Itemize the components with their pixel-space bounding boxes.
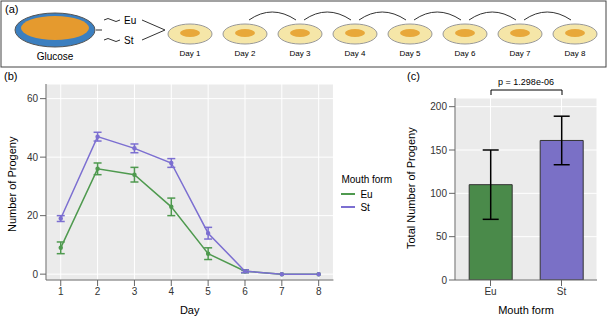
svg-text:2: 2 [95, 286, 101, 297]
svg-text:100: 100 [430, 188, 447, 199]
svg-text:Day 7: Day 7 [510, 49, 531, 58]
svg-text:Day 5: Day 5 [400, 49, 421, 58]
svg-text:20: 20 [27, 210, 39, 221]
svg-text:(a): (a) [5, 3, 18, 15]
svg-text:8: 8 [316, 286, 322, 297]
svg-text:p = 1.298e-06: p = 1.298e-06 [498, 77, 554, 87]
html-text:St: St [360, 201, 370, 213]
svg-text:5: 5 [205, 286, 211, 297]
svg-text:150: 150 [430, 145, 447, 156]
svg-text:6: 6 [242, 286, 248, 297]
svg-text:Day 6: Day 6 [455, 49, 476, 58]
svg-text:4: 4 [169, 286, 175, 297]
html-text:(b): (b) [4, 70, 18, 82]
svg-text:50: 50 [436, 231, 448, 242]
svg-text:200: 200 [430, 101, 447, 112]
svg-text:St: St [557, 286, 567, 297]
html-text:Mouth form: Mouth form [341, 173, 392, 185]
svg-text:40: 40 [27, 152, 39, 163]
svg-text:1: 1 [58, 286, 64, 297]
svg-text:60: 60 [27, 93, 39, 104]
svg-text:Eu: Eu [124, 15, 136, 26]
svg-text:Day 4: Day 4 [345, 49, 366, 58]
svg-text:Number of Progeny: Number of Progeny [6, 136, 18, 232]
svg-text:Total Number of Progeny: Total Number of Progeny [405, 127, 417, 249]
svg-text:Day 8: Day 8 [565, 49, 586, 58]
svg-text:0: 0 [32, 269, 38, 280]
svg-text:Day 2: Day 2 [235, 49, 256, 58]
html-text:(c): (c) [407, 70, 420, 82]
svg-text:Eu: Eu [484, 286, 496, 297]
html-text:Eu: Eu [360, 188, 373, 200]
svg-text:7: 7 [279, 286, 285, 297]
svg-text:Glucose: Glucose [37, 51, 74, 62]
svg-text:3: 3 [132, 286, 138, 297]
svg-text:Day: Day [180, 304, 200, 316]
svg-text:0: 0 [441, 275, 447, 286]
svg-text:Day 3: Day 3 [290, 49, 311, 58]
svg-text:St: St [124, 35, 134, 46]
svg-text:Mouth form: Mouth form [498, 304, 554, 316]
svg-text:Day 1: Day 1 [180, 49, 201, 58]
